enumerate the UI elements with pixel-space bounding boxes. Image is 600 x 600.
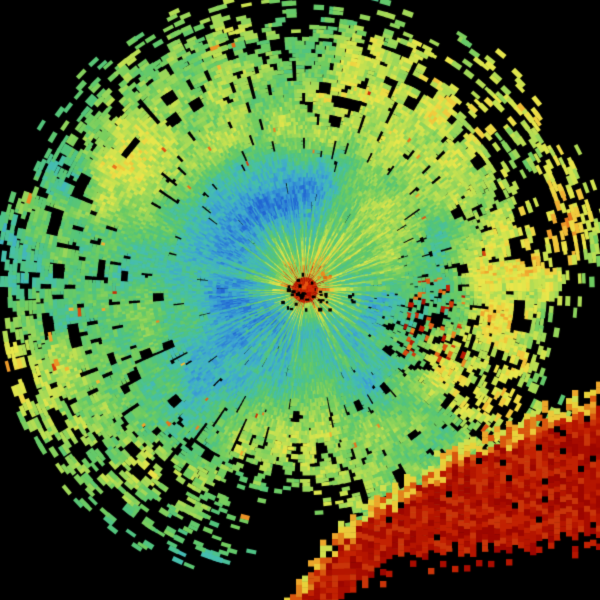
radar-display bbox=[0, 0, 600, 600]
radar-ppi-canvas bbox=[0, 0, 600, 600]
